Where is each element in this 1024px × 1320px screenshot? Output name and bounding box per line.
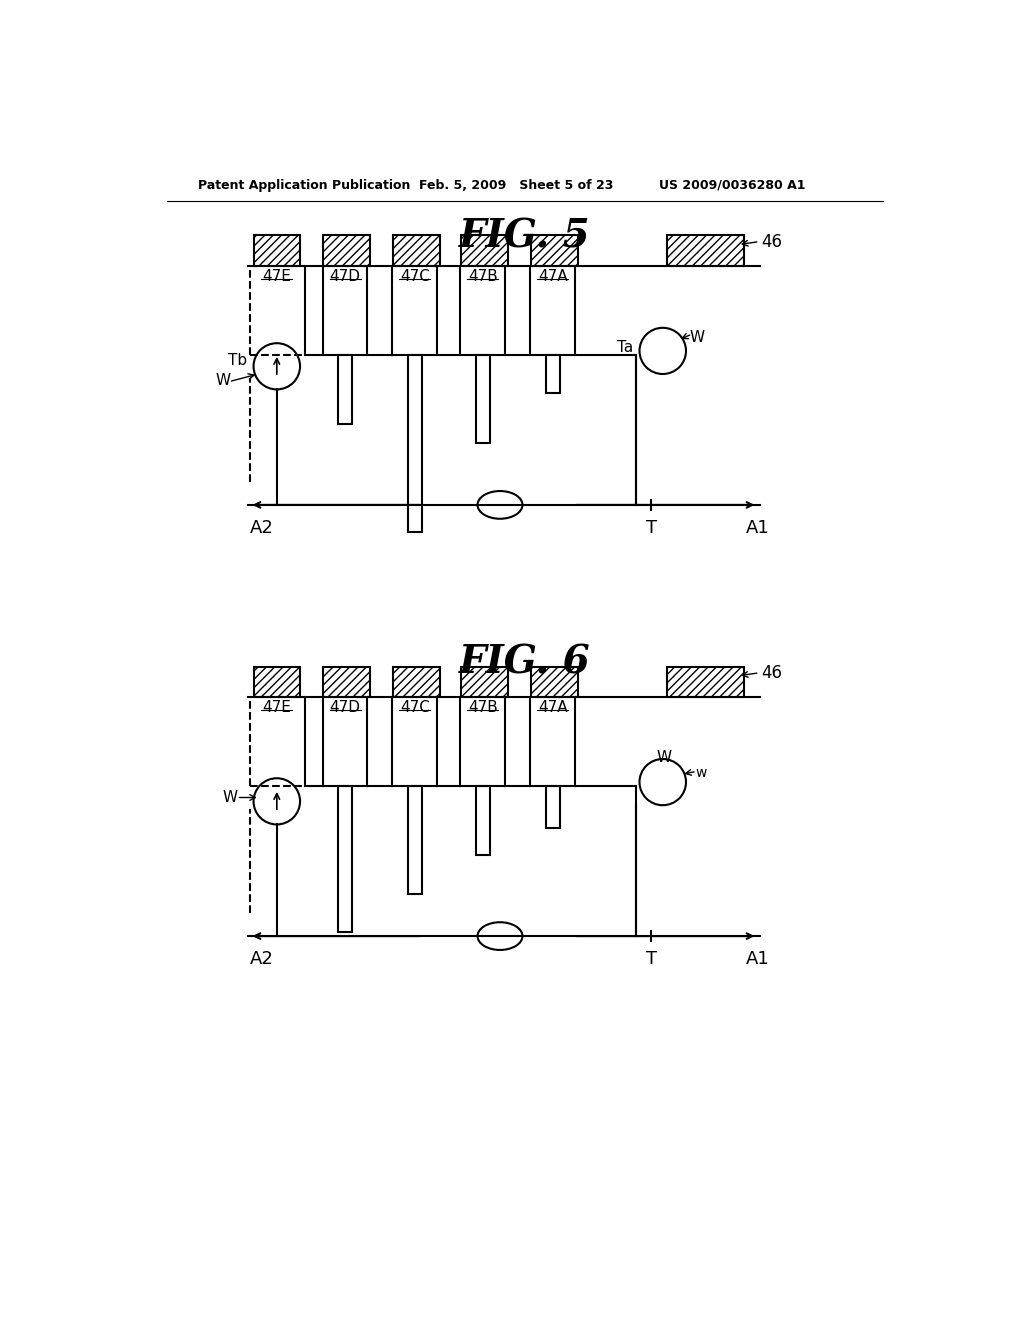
Ellipse shape — [477, 491, 522, 519]
Circle shape — [640, 327, 686, 374]
Text: T: T — [645, 950, 656, 968]
Text: US 2009/0036280 A1: US 2009/0036280 A1 — [658, 178, 805, 191]
Text: A1: A1 — [745, 519, 769, 537]
Bar — [476, 785, 489, 855]
Text: 47A: 47A — [538, 701, 567, 715]
Text: Feb. 5, 2009   Sheet 5 of 23: Feb. 5, 2009 Sheet 5 of 23 — [419, 178, 613, 191]
Bar — [476, 355, 489, 444]
Bar — [531, 235, 578, 267]
Text: 47D: 47D — [330, 269, 360, 284]
Bar — [667, 667, 744, 697]
Text: FIG. 6: FIG. 6 — [459, 644, 591, 681]
Text: T: T — [645, 519, 656, 537]
Text: A2: A2 — [250, 519, 274, 537]
Text: 47C: 47C — [399, 269, 430, 284]
Text: Patent Application Publication: Patent Application Publication — [198, 178, 411, 191]
Text: W: W — [689, 330, 705, 345]
Text: W: W — [215, 372, 230, 388]
Circle shape — [254, 343, 300, 389]
Bar — [393, 667, 439, 697]
Text: 47C: 47C — [399, 701, 430, 715]
Text: 47A: 47A — [538, 269, 567, 284]
Text: W: W — [656, 750, 672, 766]
Text: 47E: 47E — [262, 269, 291, 284]
Circle shape — [254, 779, 300, 825]
Bar — [324, 235, 370, 267]
Bar — [254, 235, 300, 267]
Text: A2: A2 — [250, 950, 274, 968]
Bar — [531, 667, 578, 697]
Bar — [393, 235, 439, 267]
Text: Ta: Ta — [617, 339, 633, 355]
Bar — [408, 785, 422, 894]
Text: 47E: 47E — [262, 701, 291, 715]
Circle shape — [640, 759, 686, 805]
Text: 46: 46 — [761, 664, 782, 681]
Text: W: W — [223, 789, 238, 805]
Text: Tb: Tb — [228, 352, 248, 368]
Ellipse shape — [477, 923, 522, 950]
Bar — [667, 235, 744, 267]
Text: 47B: 47B — [468, 269, 498, 284]
Bar — [338, 355, 352, 424]
Bar — [461, 667, 508, 697]
Text: w: w — [695, 766, 707, 780]
Text: 46: 46 — [761, 232, 782, 251]
Bar — [408, 355, 422, 532]
Bar — [546, 785, 560, 829]
Text: 47B: 47B — [468, 701, 498, 715]
Bar — [546, 355, 560, 393]
Text: A1: A1 — [745, 950, 769, 968]
Text: 47D: 47D — [330, 701, 360, 715]
Text: FIG. 5: FIG. 5 — [459, 218, 591, 256]
Bar — [254, 667, 300, 697]
Bar — [461, 235, 508, 267]
Bar — [324, 667, 370, 697]
Bar — [338, 785, 352, 932]
